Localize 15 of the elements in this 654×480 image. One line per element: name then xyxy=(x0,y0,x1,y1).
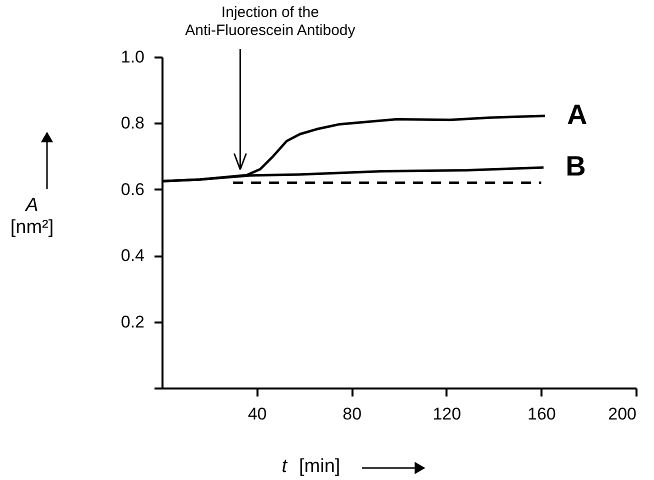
y-axis-title: A [nm²] xyxy=(10,195,54,238)
series-label: A xyxy=(566,98,588,130)
y-tick-label: 0.4 xyxy=(120,246,144,266)
x-tick-label: 120 xyxy=(432,404,462,424)
x-tick-label: 200 xyxy=(608,404,636,424)
series-label: B xyxy=(566,150,586,182)
x-tick-label: 160 xyxy=(528,404,556,424)
y-tick-label: 1.0 xyxy=(120,48,144,66)
y-tick-label: 0.2 xyxy=(120,312,144,332)
x-axis-title: t [min] xyxy=(282,456,340,477)
annotation: Injection of the Anti-Fluorescein Antibody xyxy=(185,4,356,39)
y-tick-label: 0.8 xyxy=(120,114,144,133)
x-tick-label: 80 xyxy=(342,404,362,424)
x-tick-label: 40 xyxy=(248,404,267,424)
y-tick-label: 0.6 xyxy=(120,180,144,199)
